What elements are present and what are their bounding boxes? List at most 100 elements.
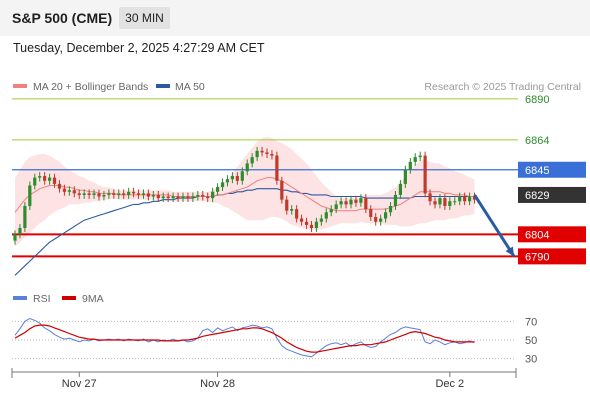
rsi-line (14, 317, 475, 358)
level-box-6845 (518, 161, 586, 178)
candle-body (472, 196, 477, 200)
candle-body (379, 218, 383, 222)
candle-body (161, 196, 165, 199)
rsi-tick-50: 50 (525, 335, 537, 347)
candle-body (230, 176, 235, 180)
candle-body (151, 194, 155, 197)
legend-ma20-label: MA 20 + Bollinger Bands (33, 81, 148, 93)
candle-body (344, 201, 348, 205)
chart-header: S&P 500 (CME) 30 MIN (0, 0, 590, 36)
candle-body (408, 161, 412, 170)
candle-body (290, 209, 294, 211)
legend-rsi-swatch (13, 296, 27, 300)
level-box-6804 (518, 226, 586, 243)
candle-body (52, 177, 57, 184)
candle-body (349, 199, 353, 205)
candle-body (201, 194, 205, 197)
candle-body (245, 163, 249, 172)
candle-body (122, 193, 126, 195)
candle-body (225, 179, 230, 183)
candle-body (463, 196, 467, 202)
candle-body (398, 183, 403, 195)
level-label-6829: 6829 (525, 190, 549, 202)
level-label-6845: 6845 (525, 165, 549, 177)
candle-body (141, 193, 146, 195)
candle-body (77, 193, 81, 195)
candle-body (181, 196, 185, 199)
ma20-line (14, 177, 475, 213)
candle-body (324, 212, 328, 219)
x-tick-label: Nov 28 (200, 378, 235, 390)
candle-body (57, 183, 62, 189)
candle-body (102, 194, 106, 197)
candle-body (467, 196, 472, 202)
candle-body (131, 191, 136, 194)
candle-body (235, 176, 239, 181)
candle-body (72, 190, 76, 194)
candle-body (92, 193, 96, 195)
candle-body (458, 196, 462, 202)
candle-body (383, 212, 388, 219)
candle-body (448, 201, 452, 206)
candle-body (403, 169, 407, 184)
bollinger-band (15, 136, 475, 247)
candle-body (359, 198, 363, 203)
candle-body (171, 196, 175, 199)
candle-body (166, 196, 170, 199)
level-label-6790: 6790 (525, 251, 549, 263)
timeframe-button[interactable]: 30 MIN (119, 7, 170, 29)
candle-body (374, 217, 378, 222)
timestamp: Tuesday, December 2, 2025 4:27:29 AM CET (13, 41, 265, 55)
level-box-6829 (518, 186, 586, 203)
candle-body (428, 193, 432, 202)
candle-body (265, 152, 269, 154)
candle-body (309, 224, 314, 229)
candle-body (339, 201, 343, 205)
candle-body (13, 234, 17, 241)
level-label-6890: 6890 (525, 94, 549, 106)
candle-body (255, 150, 259, 158)
candle-body (146, 193, 151, 197)
candle-body (393, 194, 398, 206)
candle-body (280, 180, 284, 200)
level-label-6804: 6804 (525, 229, 549, 241)
candle-body (87, 193, 91, 195)
legend-9ma-swatch (62, 296, 76, 300)
level-box-6790 (518, 248, 586, 265)
candle-body (295, 209, 299, 219)
candle-body (250, 157, 254, 164)
candle-body (23, 205, 27, 229)
candle-body (285, 199, 289, 211)
candle-body (364, 198, 368, 210)
candle-body (314, 221, 319, 229)
candle-body (82, 193, 86, 195)
candle-body (275, 155, 279, 181)
candle-body (112, 193, 116, 195)
candle-body (97, 193, 101, 197)
candle-body (211, 191, 215, 199)
candle-body (38, 176, 42, 178)
candle-body (423, 155, 427, 194)
candle-body (215, 187, 220, 192)
candle-body (206, 196, 210, 199)
candle-body (418, 155, 422, 158)
legend-9ma-label: 9MA (82, 293, 104, 305)
candle-body (329, 209, 333, 213)
candle-body (196, 194, 200, 197)
candle-body (191, 196, 195, 199)
candle-body (43, 176, 47, 181)
candle-body (304, 221, 309, 225)
candle-body (354, 199, 358, 203)
candle-body (240, 171, 244, 181)
legend-ma50-label: MA 50 (175, 81, 205, 93)
candle-body (443, 198, 447, 206)
rsi-tick-70: 70 (525, 316, 537, 328)
candle-body (136, 193, 141, 195)
candle-body (220, 182, 225, 188)
candle-body (319, 218, 323, 222)
candle-body (176, 196, 180, 199)
ma50-line (14, 188, 475, 276)
candle-body (127, 191, 131, 195)
candle-body (433, 201, 437, 205)
